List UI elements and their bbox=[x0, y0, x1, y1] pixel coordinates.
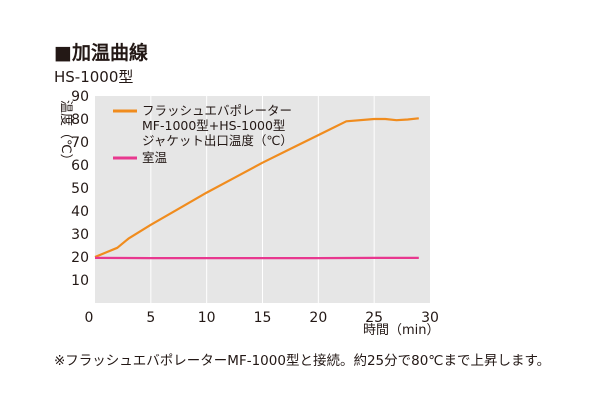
x-tick-label: 5 bbox=[146, 310, 155, 326]
chart-subtitle: HS-1000型 bbox=[54, 68, 134, 86]
x-tick-labels: 0 5 10 15 20 25 30 bbox=[85, 310, 439, 326]
footnote: ※フラッシュエバポレーターMF-1000型と接続。約25分で80℃まで上昇します… bbox=[54, 353, 551, 369]
y-tick-label: 60 bbox=[71, 158, 89, 174]
x-tick-label: 10 bbox=[198, 310, 216, 326]
legend-label: フラッシュエバポレーター bbox=[142, 103, 292, 118]
legend: フラッシュエバポレーターMF-1000型+HS-1000型ジャケット出口温度（℃… bbox=[113, 103, 293, 165]
x-tick-label: 15 bbox=[254, 310, 272, 326]
chart-title: ■加温曲線 bbox=[54, 42, 148, 64]
x-tick-label: 25 bbox=[365, 310, 383, 326]
legend-label: 室温 bbox=[142, 150, 168, 165]
y-tick-label: 50 bbox=[71, 181, 89, 197]
x-tick-label: 20 bbox=[309, 310, 327, 326]
y-tick-label: 10 bbox=[71, 273, 89, 289]
legend-label: MF-1000型+HS-1000型 bbox=[142, 118, 285, 133]
y-tick-label: 70 bbox=[71, 135, 89, 151]
x-axis-label: 時間（min） bbox=[363, 323, 440, 338]
y-tick-label: 20 bbox=[71, 250, 89, 266]
y-axis-label: 温度（℃） bbox=[58, 100, 74, 167]
x-tick-label: 30 bbox=[421, 310, 439, 326]
y-tick-label: 30 bbox=[71, 227, 89, 243]
legend-label: ジャケット出口温度（℃） bbox=[142, 133, 293, 148]
x-tick-label: 0 bbox=[85, 310, 94, 326]
y-tick-label: 80 bbox=[71, 112, 89, 128]
grid-lines bbox=[150, 96, 375, 303]
series-line-1 bbox=[94, 117, 419, 259]
y-tick-label: 90 bbox=[71, 89, 89, 105]
y-tick-label: 40 bbox=[71, 204, 89, 220]
series-lines bbox=[94, 117, 419, 260]
y-tick-labels: 10 20 30 40 50 60 70 80 90 bbox=[71, 89, 89, 289]
